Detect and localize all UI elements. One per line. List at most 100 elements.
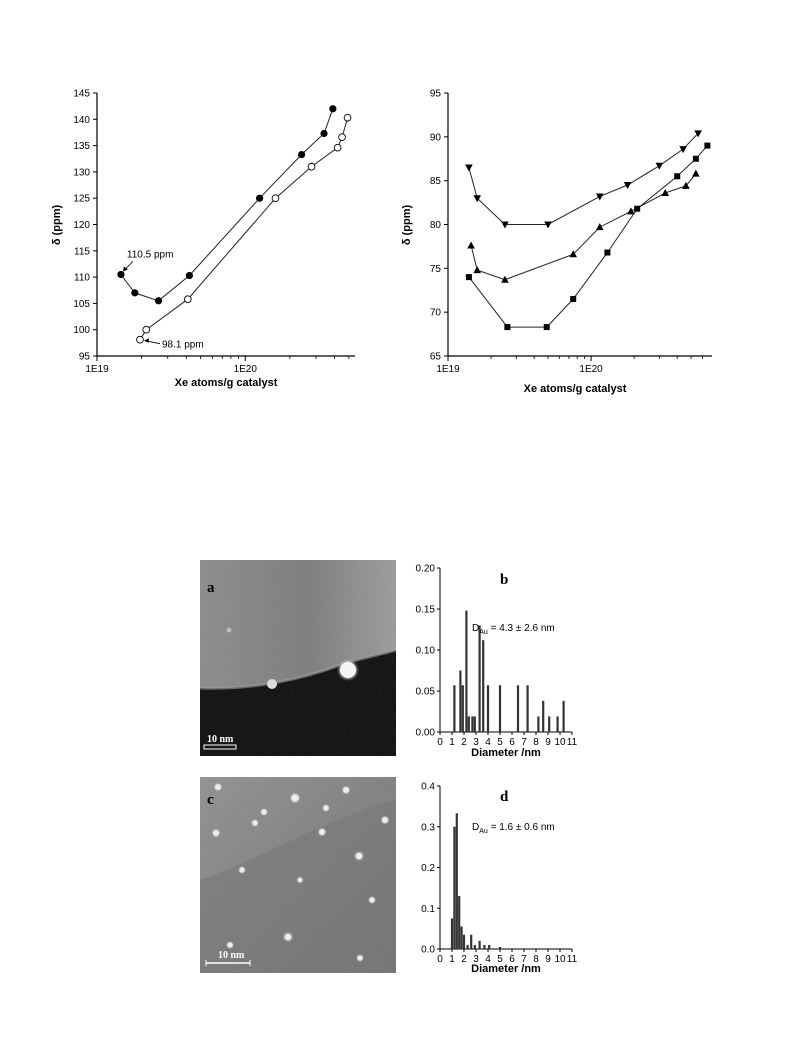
b-x-tick-label: 6	[509, 737, 515, 748]
tl-x-axis-label: Xe atoms/g catalyst	[175, 377, 278, 389]
tl-y-axis-label: δ (ppm)	[51, 205, 63, 246]
tr-y-tick-label: 65	[430, 352, 442, 363]
tr-series-2-line	[468, 145, 708, 328]
d-bar	[466, 944, 469, 949]
tr-y-axis-label: δ (ppm)	[401, 205, 413, 246]
b-bar	[478, 625, 481, 732]
tl-series-1-point	[343, 113, 352, 122]
tl-x-tick-label: 1E19	[85, 364, 109, 375]
tr-series-0-point	[595, 193, 604, 201]
d-bar	[470, 934, 473, 949]
b-x-tick-label: 8	[533, 737, 539, 748]
d-x-tick-label: 3	[473, 954, 479, 965]
histogram-b: 0.00 0.05 0.10 0.15 0.20 0 1 2 3 4 5 6 7 8 9 10 11 b DAu…	[416, 564, 578, 760]
particle	[298, 878, 302, 882]
d-x-tick-label: 8	[533, 954, 539, 965]
b-annotation: DAu = 4.3 ± 2.6 nm	[472, 623, 555, 636]
tl-y-tick-label: 125	[73, 194, 90, 205]
d-x-tick-label: 11	[567, 954, 578, 965]
particle	[382, 817, 388, 823]
tr-series-2-point	[465, 274, 472, 281]
tl-series-0-point	[329, 105, 337, 113]
d-x-tick-label: 7	[521, 954, 527, 965]
d-y-tick-label: 0.3	[421, 822, 435, 833]
d-bar	[483, 944, 486, 949]
tr-x-axis-label: Xe atoms/g catalyst	[524, 383, 627, 395]
particle	[358, 956, 362, 960]
tr-series-0-point	[501, 221, 509, 229]
b-bar	[516, 685, 520, 732]
tl-y-tick-label: 95	[79, 352, 91, 363]
b-bar	[526, 685, 529, 732]
b-bar	[461, 685, 464, 732]
tl-series-1-point	[307, 162, 316, 171]
particle	[292, 795, 298, 801]
b-y-tick-label: 0.20	[416, 564, 436, 575]
d-x-axis-label: Diameter /nm	[471, 963, 541, 975]
tr-series-2-point	[604, 249, 611, 256]
d-panel-label: d	[500, 789, 509, 805]
b-panel-label: b	[500, 572, 508, 588]
d-bar	[453, 826, 456, 949]
b-bar	[465, 610, 468, 732]
tr-series-1-point	[661, 188, 670, 196]
d-bar	[498, 946, 502, 949]
tl-y-tick-label: 105	[73, 299, 90, 310]
tr-series-1-point	[569, 250, 578, 258]
tl-annotation-arrowhead-2	[143, 338, 149, 343]
histogram-d: 0.0 0.1 0.2 0.3 0.4 0 1 2 3 4 5 6 7 8 9 10 11 d DAu = 1.…	[421, 782, 578, 976]
micrograph-a: a 10 nm	[199, 560, 397, 756]
b-y-tick-label: 0.05	[416, 687, 436, 698]
d-bar	[458, 896, 461, 949]
micrograph-c-label: c	[207, 792, 214, 808]
b-bar	[537, 716, 540, 732]
particle	[285, 934, 291, 940]
d-y-tick-label: 0.0	[421, 945, 435, 956]
tr-series-1-point	[692, 169, 700, 177]
tr-series-1-point	[595, 223, 604, 231]
b-bar	[459, 670, 462, 732]
b-bar	[482, 640, 485, 732]
tl-series-1-point	[136, 335, 144, 344]
b-x-tick-label: 0	[437, 737, 443, 748]
tr-series-2-point	[543, 324, 550, 331]
tl-y-tick-label: 135	[73, 141, 90, 152]
d-y-tick-label: 0.4	[421, 782, 435, 793]
b-bar	[471, 716, 474, 732]
tr-series-2-point	[504, 324, 511, 331]
b-y-tick-label: 0.10	[416, 646, 436, 657]
tl-series-1-point	[333, 143, 342, 152]
b-x-tick-label: 5	[497, 737, 503, 748]
tl-annotation-98-1: 98.1 ppm	[162, 340, 204, 351]
tl-x-tick-label: 1E20	[234, 364, 258, 375]
tr-x-tick-label: 1E20	[579, 364, 603, 375]
b-bar	[556, 716, 559, 732]
tr-series-0-point	[694, 130, 702, 138]
d-x-tick-label: 6	[509, 954, 515, 965]
tr-series-2-point	[674, 173, 681, 180]
tl-y-tick-label: 100	[73, 325, 90, 336]
b-x-tick-label: 11	[567, 737, 578, 748]
b-y-tick-label: 0.15	[416, 605, 436, 616]
tr-series-2-point	[704, 142, 711, 149]
micrograph-c-particles	[211, 782, 390, 962]
tl-series-1-point	[271, 194, 280, 203]
d-x-tick-label: 1	[449, 954, 455, 965]
tr-series-0-point	[623, 182, 632, 190]
b-bar	[548, 716, 551, 732]
tr-series-0-point	[679, 146, 687, 154]
tl-series-0-point	[298, 150, 306, 159]
tl-annotation-arrowhead-1	[122, 266, 128, 272]
tl-series-0-point	[320, 129, 328, 138]
particle	[356, 853, 362, 859]
d-bar	[460, 926, 463, 949]
tr-y-tick-label: 90	[430, 132, 442, 143]
d-y-tick-label: 0.1	[421, 904, 435, 915]
b-x-tick-label: 10	[554, 737, 566, 748]
tl-y-tick-label: 110	[74, 273, 90, 284]
micrograph-c: c 10 nm	[200, 777, 396, 973]
b-bar	[542, 700, 545, 732]
b-x-tick-label: 1	[449, 737, 455, 748]
particle	[228, 943, 232, 947]
tl-series-0-point	[154, 297, 163, 305]
